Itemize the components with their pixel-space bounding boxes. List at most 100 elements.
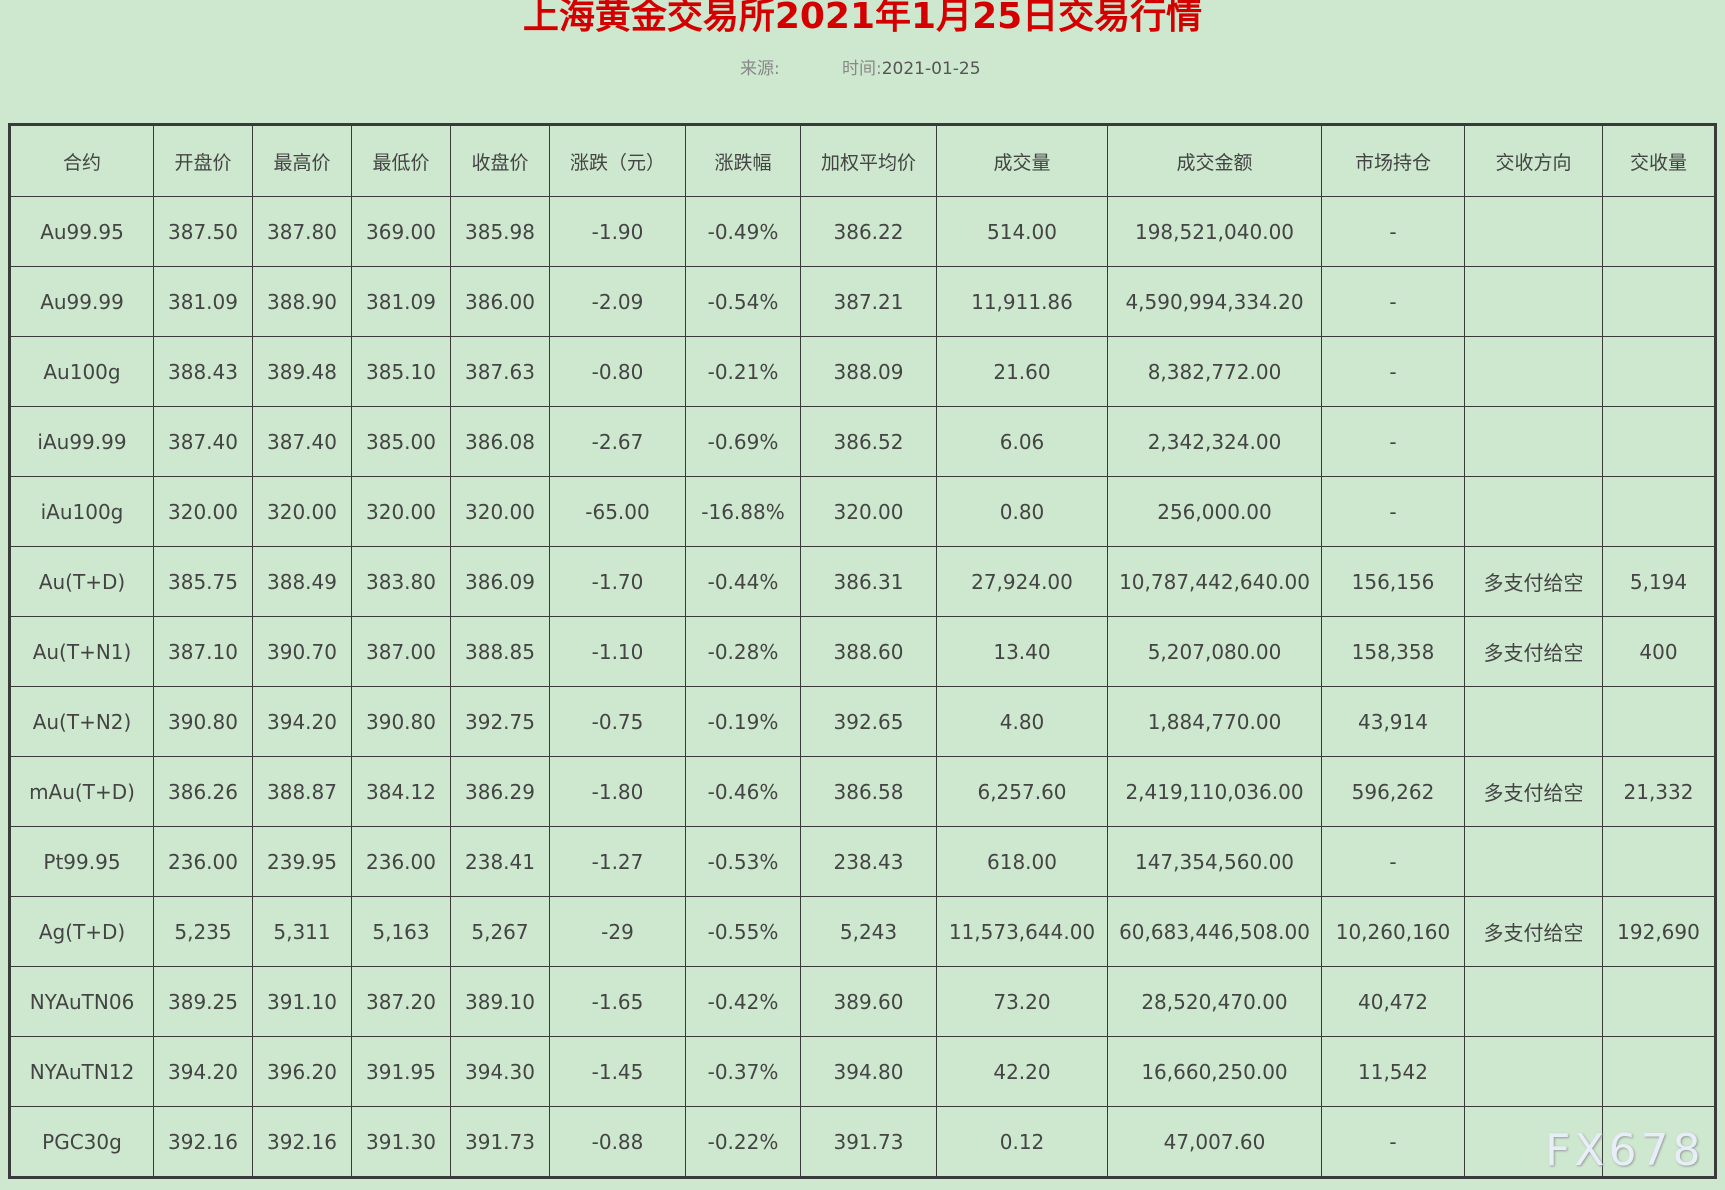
table-cell: 8,382,772.00 — [1107, 336, 1322, 407]
table-cell: 320.00 — [800, 476, 937, 547]
table-row: NYAuTN12 394.20 396.20 391.95 394.30 -1.45 -0.… — [9, 1036, 1716, 1107]
table-cell: 386.29 — [450, 756, 550, 827]
table-cell: 394.20 — [252, 686, 352, 757]
table-cell: 47,007.60 — [1107, 1106, 1322, 1178]
table-row: Au(T+D) 385.75 388.49 383.80 386.09 -1.70 -0.4… — [9, 546, 1716, 617]
table-cell: 156,156 — [1321, 546, 1465, 617]
table-row: Ag(T+D) 5,235 5,311 5,163 5,267 -29 -0.55% 5,24… — [9, 896, 1716, 967]
table-cell: 236.00 — [351, 826, 451, 897]
table-cell: -0.80 — [549, 336, 686, 407]
table-cell — [1464, 1036, 1603, 1107]
table-cell: 388.87 — [252, 756, 352, 827]
table-cell: -65.00 — [549, 476, 686, 547]
table-cell: - — [1321, 406, 1465, 477]
table-cell: 387.63 — [450, 336, 550, 407]
table-row: Au99.99 381.09 388.90 381.09 386.00 -2.09 -0.5… — [9, 266, 1716, 337]
column-header: 最低价 — [351, 124, 451, 197]
table-cell: 386.26 — [153, 756, 253, 827]
table-row: Pt99.95 236.00 239.95 236.00 238.41 -1.27 -0.5… — [9, 826, 1716, 897]
table-cell: 43,914 — [1321, 686, 1465, 757]
table-cell: - — [1321, 196, 1465, 267]
table-cell: 385.10 — [351, 336, 451, 407]
table-cell: 388.43 — [153, 336, 253, 407]
table-cell: 320.00 — [351, 476, 451, 547]
table-cell — [1464, 336, 1603, 407]
column-header: 市场持仓 — [1321, 124, 1465, 197]
table-cell: 389.48 — [252, 336, 352, 407]
source-label: 来源: — [740, 59, 780, 79]
table-cell: mAu(T+D) — [9, 756, 154, 827]
table-cell: 多支付给空 — [1464, 756, 1603, 827]
table-cell: -0.44% — [685, 546, 801, 617]
table-cell: 238.41 — [450, 826, 550, 897]
table-cell: 5,194 — [1602, 546, 1716, 617]
table-cell: 392.16 — [153, 1106, 253, 1178]
table-cell: -0.69% — [685, 406, 801, 477]
table-row: iAu100g 320.00 320.00 320.00 320.00 -65.00 -16… — [9, 476, 1716, 547]
table-cell: 192,690 — [1602, 896, 1716, 967]
table-cell: 387.20 — [351, 966, 451, 1037]
table-cell — [1464, 826, 1603, 897]
table-cell: 多支付给空 — [1464, 546, 1603, 617]
table-cell — [1602, 1106, 1716, 1178]
table-cell: 381.09 — [351, 266, 451, 337]
table-cell: 6,257.60 — [936, 756, 1108, 827]
table-cell: Au(T+N1) — [9, 616, 154, 687]
table-cell: 21,332 — [1602, 756, 1716, 827]
table-cell: 147,354,560.00 — [1107, 826, 1322, 897]
table-cell: 2,342,324.00 — [1107, 406, 1322, 477]
table-cell — [1602, 826, 1716, 897]
table-cell: 320.00 — [252, 476, 352, 547]
table-cell: 236.00 — [153, 826, 253, 897]
table-cell: NYAuTN06 — [9, 966, 154, 1037]
table-cell: 387.10 — [153, 616, 253, 687]
table-cell — [1602, 966, 1716, 1037]
table-row: Au(T+N2) 390.80 394.20 390.80 392.75 -0.75 -0.… — [9, 686, 1716, 757]
table-cell: 386.08 — [450, 406, 550, 477]
page-title: 上海黄金交易所2021年1月25日交易行情 — [522, 0, 1203, 37]
table-cell: 320.00 — [153, 476, 253, 547]
table-cell: 391.73 — [450, 1106, 550, 1178]
table-cell — [1602, 1036, 1716, 1107]
publish-time: 时间:2021-01-25 — [842, 58, 981, 80]
table-cell: -0.21% — [685, 336, 801, 407]
table-cell: 320.00 — [450, 476, 550, 547]
table-cell: 392.16 — [252, 1106, 352, 1178]
table-cell — [1602, 266, 1716, 337]
table-cell: 1,884,770.00 — [1107, 686, 1322, 757]
column-header: 收盘价 — [450, 124, 550, 197]
table-cell: PGC30g — [9, 1106, 154, 1178]
table-cell: 386.09 — [450, 546, 550, 617]
table-cell: -0.19% — [685, 686, 801, 757]
table-cell: -2.09 — [549, 266, 686, 337]
table-cell: 4,590,994,334.20 — [1107, 266, 1322, 337]
table-cell — [1602, 476, 1716, 547]
table-cell: 5,311 — [252, 896, 352, 967]
table-cell: -0.75 — [549, 686, 686, 757]
table-cell: Pt99.95 — [9, 826, 154, 897]
table-cell: -0.55% — [685, 896, 801, 967]
table-cell: - — [1321, 336, 1465, 407]
table-cell: 11,573,644.00 — [936, 896, 1108, 967]
table-cell: 381.09 — [153, 266, 253, 337]
table-row: Au100g 388.43 389.48 385.10 387.63 -0.80 -0.21… — [9, 336, 1716, 407]
table-cell: -1.90 — [549, 196, 686, 267]
table-cell — [1464, 686, 1603, 757]
table-cell: Au100g — [9, 336, 154, 407]
table-cell: 0.12 — [936, 1106, 1108, 1178]
table-row: iAu99.99 387.40 387.40 385.00 386.08 -2.67 -0.… — [9, 406, 1716, 477]
table-cell: 388.49 — [252, 546, 352, 617]
table-header-row: 合约 开盘价 最高价 最低价 收盘价 涨跌（元） 涨跌幅 加权平均价 成交量 成交金额 市场持仓 交收… — [9, 124, 1716, 197]
table-cell — [1464, 196, 1603, 267]
column-header: 交收方向 — [1464, 124, 1603, 197]
table-cell: 0.80 — [936, 476, 1108, 547]
table-cell — [1464, 406, 1603, 477]
table-cell: 4.80 — [936, 686, 1108, 757]
column-header: 成交量 — [936, 124, 1108, 197]
column-header: 涨跌（元） — [549, 124, 686, 197]
table-cell: -1.10 — [549, 616, 686, 687]
table-cell: -0.88 — [549, 1106, 686, 1178]
quotes-table: 合约 开盘价 最高价 最低价 收盘价 涨跌（元） 涨跌幅 加权平均价 成交量 成交金额 市场持仓 交收… — [8, 123, 1717, 1179]
table-cell: 386.31 — [800, 546, 937, 617]
table-cell: NYAuTN12 — [9, 1036, 154, 1107]
